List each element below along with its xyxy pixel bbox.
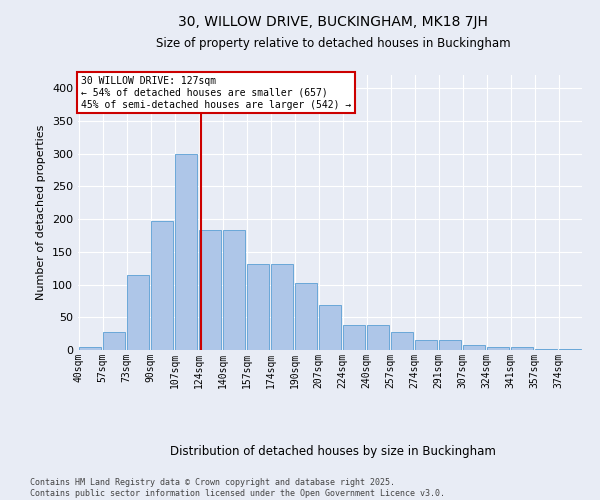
Bar — [535, 348, 557, 350]
Bar — [463, 345, 485, 350]
Bar — [151, 221, 173, 350]
Bar — [391, 332, 413, 350]
Text: Contains HM Land Registry data © Crown copyright and database right 2025.
Contai: Contains HM Land Registry data © Crown c… — [30, 478, 445, 498]
Bar — [511, 348, 533, 350]
Bar — [559, 348, 581, 350]
Y-axis label: Number of detached properties: Number of detached properties — [37, 125, 46, 300]
Bar — [127, 274, 149, 350]
Bar — [223, 230, 245, 350]
Bar — [79, 346, 101, 350]
Text: Size of property relative to detached houses in Buckingham: Size of property relative to detached ho… — [155, 38, 511, 51]
Bar — [247, 264, 269, 350]
Bar — [103, 332, 125, 350]
Bar — [175, 154, 197, 350]
Bar — [199, 230, 221, 350]
Bar — [343, 325, 365, 350]
Bar — [295, 283, 317, 350]
Bar — [487, 346, 509, 350]
Bar — [439, 340, 461, 350]
Bar — [367, 325, 389, 350]
Bar — [271, 264, 293, 350]
Bar — [415, 340, 437, 350]
Text: 30 WILLOW DRIVE: 127sqm
← 54% of detached houses are smaller (657)
45% of semi-d: 30 WILLOW DRIVE: 127sqm ← 54% of detache… — [80, 76, 351, 110]
Text: 30, WILLOW DRIVE, BUCKINGHAM, MK18 7JH: 30, WILLOW DRIVE, BUCKINGHAM, MK18 7JH — [178, 15, 488, 29]
Text: Distribution of detached houses by size in Buckingham: Distribution of detached houses by size … — [170, 444, 496, 458]
Bar — [319, 306, 341, 350]
